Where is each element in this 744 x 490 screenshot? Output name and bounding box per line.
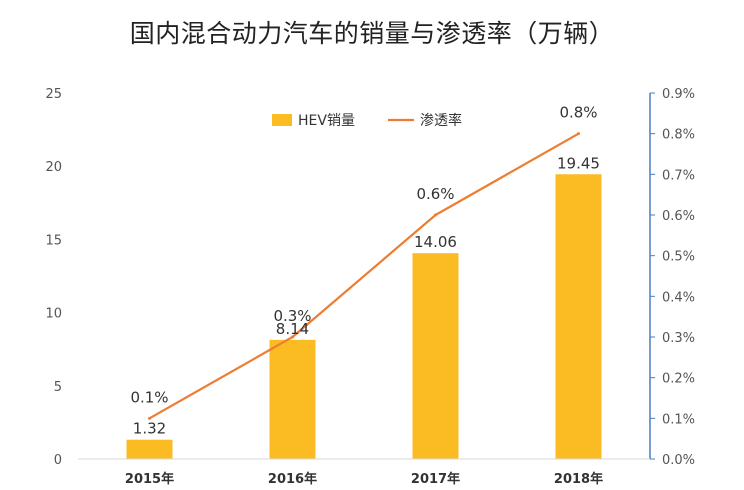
right-axis: 0.0% 0.1% 0.2% 0.3% 0.4% 0.5% 0.6% 0.7% 0.8% 0.9% — [649, 87, 695, 468]
bar — [126, 439, 173, 459]
right-tick-label: 0.5% — [662, 250, 695, 265]
chart-title: 国内混合动力汽车的销量与渗透率（万辆） — [129, 19, 615, 48]
right-tick-label: 0.6% — [662, 209, 695, 224]
bar-value-label: 1.32 — [133, 420, 166, 438]
legend-label-bar: HEV销量 — [298, 113, 355, 129]
data-labels: 1.32 8.14 14.06 19.45 0.1% 0.3% 0.6% 0.8% — [130, 104, 600, 438]
category-label: 2018年 — [554, 471, 603, 487]
right-tick-label: 0.0% — [662, 453, 695, 468]
line-value-label: 0.8% — [559, 104, 597, 122]
bar-series — [126, 174, 602, 459]
bar — [412, 253, 459, 459]
right-tick-label: 0.2% — [662, 372, 695, 387]
category-label: 2016年 — [268, 471, 317, 487]
right-tick-label: 0.7% — [662, 168, 695, 183]
legend-swatch-bar — [272, 114, 292, 126]
left-axis: 0 5 10 15 20 25 — [45, 87, 62, 468]
line-value-label: 0.6% — [416, 185, 454, 203]
bar-value-label: 14.06 — [414, 233, 457, 251]
bar — [555, 174, 602, 459]
right-tick-label: 0.3% — [662, 331, 695, 346]
left-tick-label: 15 — [45, 233, 62, 248]
line-value-label: 0.3% — [273, 307, 311, 325]
line-point — [434, 213, 437, 217]
right-tick-label: 0.9% — [662, 87, 695, 102]
left-tick-label: 0 — [54, 453, 62, 468]
right-tick-label: 0.1% — [662, 412, 695, 427]
line-value-label: 0.1% — [130, 388, 168, 406]
right-tick-label: 0.8% — [662, 128, 695, 143]
line-path — [148, 132, 580, 420]
left-tick-label: 10 — [45, 307, 62, 322]
legend: HEV销量 渗透率 — [272, 112, 462, 129]
left-tick-label: 25 — [45, 87, 62, 102]
line-point — [577, 132, 580, 136]
bar-value-label: 8.14 — [276, 320, 309, 338]
line-point — [291, 335, 294, 339]
category-label: 2017年 — [411, 471, 460, 487]
left-tick-label: 5 — [54, 380, 62, 395]
left-tick-label: 20 — [45, 160, 62, 175]
line-series — [148, 132, 580, 420]
line-point — [148, 416, 151, 420]
bar — [269, 339, 316, 459]
category-label: 2015年 — [125, 471, 174, 487]
category-axis: 2015年 2016年 2017年 2018年 — [78, 458, 650, 487]
bar-value-label: 19.45 — [557, 154, 600, 172]
legend-label-line: 渗透率 — [420, 112, 462, 129]
right-tick-label: 0.4% — [662, 290, 695, 305]
